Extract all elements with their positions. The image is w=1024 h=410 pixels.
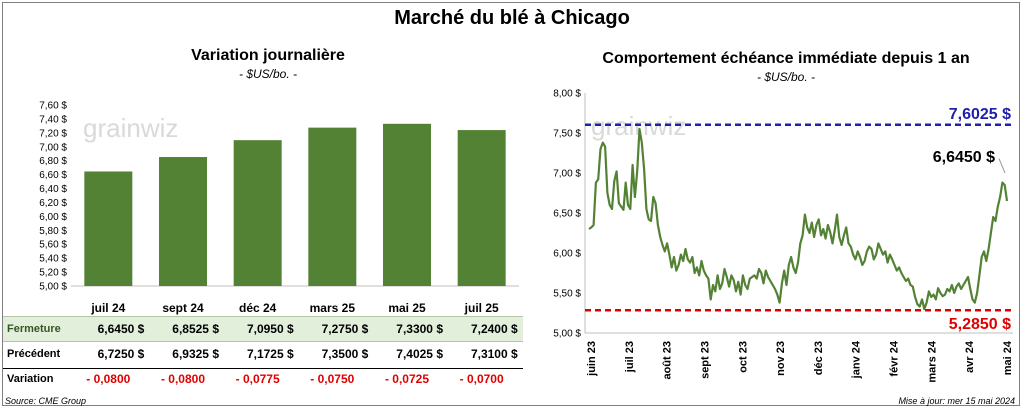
watermark-text: grainwiz	[83, 113, 178, 143]
table-cell: 6,6450 $	[97, 322, 145, 336]
y-tick-label: 5,50 $	[553, 289, 581, 300]
bar	[84, 171, 133, 286]
x-tick-label: nov 23	[775, 341, 787, 376]
line-chart-axes: 5,00 $ 5,50 $ 6,00 $ 6,50 $ 7,00 $ 7,50 $ 8,00…	[553, 89, 1013, 340]
x-tick-label: mars 24	[926, 340, 938, 382]
right-chart-title: Comportement échéance immédiate depuis 1…	[602, 50, 970, 67]
bar-chart-bars	[84, 123, 506, 287]
table-cell: 6,9325 $	[172, 347, 219, 361]
chart-frame: Marché du blé à Chicago Variation journa…	[2, 2, 1020, 406]
x-category-label: déc 24	[239, 301, 277, 315]
table-cell: 7,3500 $	[321, 347, 369, 361]
table-cell: 7,3100 $	[470, 347, 518, 361]
left-chart-title: Variation journalière	[191, 47, 345, 64]
high-label: 7,6025 $	[949, 106, 1011, 123]
update-note: Mise à jour: mer 15 mai 2024	[898, 396, 1015, 406]
y-tick-label: 5,60 $	[39, 240, 67, 251]
bar-chart-y-axis: 5,00 $ 5,20 $ 5,40 $ 5,60 $ 5,80 $ 6,00 $ 6,20…	[39, 101, 519, 293]
x-category-label: mai 25	[388, 301, 426, 315]
y-tick-label: 6,80 $	[39, 156, 67, 167]
bar	[457, 130, 506, 286]
y-tick-label: 7,60 $	[39, 101, 67, 112]
x-category-label: juil 24	[90, 301, 125, 315]
page-title: Marché du blé à Chicago	[394, 7, 630, 29]
right-chart-units: - $US/bo. -	[756, 70, 816, 84]
y-tick-label: 5,00 $	[39, 282, 67, 293]
bar	[159, 157, 207, 286]
line-chart-reference-lines: 7,6025 $ 5,2850 $	[585, 106, 1013, 333]
row-label: Fermeture	[7, 323, 61, 335]
price-line	[588, 127, 1009, 311]
x-tick-label: déc 23	[813, 341, 825, 375]
table-cell: 7,4025 $	[396, 347, 443, 361]
bar	[233, 140, 282, 286]
bar	[308, 127, 357, 286]
table-cell: 7,1725 $	[246, 347, 294, 361]
x-tick-label: mai 24	[1002, 340, 1014, 375]
y-tick-label: 5,80 $	[39, 226, 67, 237]
grainwiz-watermark: grainwiz	[83, 113, 178, 143]
left-chart-units: - $US/bo. -	[238, 67, 298, 81]
table-cell: 6,8525 $	[172, 322, 219, 336]
y-tick-label: 8,00 $	[553, 89, 581, 100]
y-tick-label: 6,00 $	[39, 212, 67, 223]
y-tick-label: 7,40 $	[39, 114, 67, 125]
y-tick-label: 6,00 $	[553, 249, 581, 260]
last-label-leader	[998, 158, 1006, 174]
row-fermeture	[3, 316, 523, 342]
table-divider	[3, 368, 523, 369]
x-tick-label: janv 24	[851, 340, 863, 379]
y-tick-label: 7,20 $	[39, 128, 67, 139]
table-cell: 7,2400 $	[470, 322, 518, 336]
x-tick-label: févr 24	[889, 340, 901, 376]
x-tick-label: juil 23	[624, 341, 636, 373]
table-cell: 7,3300 $	[396, 322, 443, 336]
line-chart-x-labels: juin 23 juil 23 août 23 sept 23 oct 23 nov 23…	[586, 340, 1014, 382]
y-tick-label: 6,50 $	[553, 209, 581, 220]
table-cell: - 0,0800	[160, 372, 206, 386]
x-tick-label: août 23	[662, 341, 674, 380]
x-category-label: sept 24	[162, 301, 204, 315]
bar	[383, 123, 431, 287]
bar-chart: grainwiz 5,00 $ 5,20 $ 5,40 $ 5,60 $ 5,80 $ 6…	[39, 101, 519, 315]
y-tick-label: 6,20 $	[39, 198, 67, 209]
x-category-label: juil 25	[464, 301, 499, 315]
table-cell: 6,7250 $	[97, 347, 145, 361]
table-cell: - 0,0725	[384, 372, 430, 386]
y-tick-label: 6,40 $	[39, 184, 67, 195]
x-tick-label: juin 23	[586, 341, 598, 377]
y-tick-label: 7,00 $	[553, 169, 581, 180]
table-cell: 7,2750 $	[321, 322, 369, 336]
x-tick-label: sept 23	[699, 341, 711, 379]
x-category-label: mars 25	[310, 301, 356, 315]
row-label: Précédent	[7, 348, 61, 360]
row-label: Variation	[7, 373, 54, 385]
y-tick-label: 5,00 $	[553, 329, 581, 340]
bar-chart-x-labels: juil 24 sept 24 déc 24 mars 25 mai 25 juil 25	[90, 301, 499, 315]
table-cell: - 0,0800	[86, 372, 131, 386]
y-tick-label: 7,50 $	[553, 129, 581, 140]
table-cell: - 0,0750	[310, 372, 355, 386]
y-tick-label: 5,20 $	[39, 268, 67, 279]
x-tick-label: avr 24	[964, 340, 976, 373]
y-tick-label: 7,00 $	[39, 142, 67, 153]
y-tick-label: 5,40 $	[39, 254, 67, 265]
table-cell: - 0,0775	[235, 372, 280, 386]
table-cell: 7,0950 $	[246, 322, 294, 336]
line-chart-series: 6,6450 $	[588, 127, 1009, 311]
low-label: 5,2850 $	[949, 316, 1011, 333]
y-tick-label: 6,60 $	[39, 170, 67, 181]
last-price-label: 6,6450 $	[933, 149, 995, 166]
x-tick-label: oct 23	[737, 341, 749, 373]
table-cell: - 0,0700	[459, 372, 504, 386]
source-note: Source: CME Group	[5, 396, 87, 406]
line-chart: grainwiz 5,00 $5,50 $6,00 $6,50 $7,00 $7…	[553, 89, 1014, 383]
